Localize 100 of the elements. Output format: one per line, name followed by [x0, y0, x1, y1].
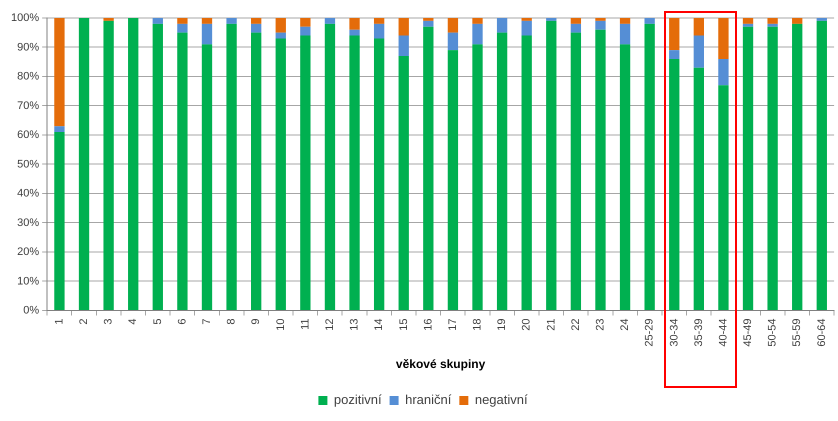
x-tick-label: 7 — [201, 318, 214, 325]
bar — [570, 32, 582, 310]
bar — [669, 18, 680, 50]
bar — [177, 18, 188, 24]
bar — [472, 24, 483, 44]
x-tick-label: 2 — [78, 318, 90, 325]
bar — [669, 58, 680, 310]
x-tick-label: 40-44 — [717, 318, 730, 347]
x-tick-label: 1 — [53, 318, 66, 325]
bar — [324, 18, 336, 24]
legend-label: pozitivní — [334, 392, 382, 408]
bar — [448, 32, 458, 50]
x-tick-label: 35-39 — [692, 318, 705, 347]
legend-label: hraniční — [405, 392, 452, 408]
bar — [792, 24, 802, 310]
bar — [570, 18, 582, 24]
bar — [349, 18, 360, 30]
x-tick-label: 3 — [102, 318, 115, 325]
bar — [226, 18, 237, 24]
x-tick-label: 20 — [520, 318, 533, 331]
bar — [276, 32, 286, 38]
bar — [718, 18, 729, 59]
bar — [103, 18, 114, 21]
bar — [644, 24, 655, 310]
bar — [276, 18, 286, 33]
y-tick-label: 10% — [17, 275, 40, 288]
x-tick-label: 23 — [594, 318, 606, 331]
x-tick-label: 19 — [496, 318, 508, 331]
bar — [816, 18, 827, 21]
x-tick-label: 9 — [250, 318, 262, 325]
x-tick-label: 24 — [619, 318, 632, 331]
bar — [472, 44, 483, 310]
y-tick-label: 50% — [17, 158, 40, 170]
bar — [620, 18, 630, 24]
bar — [816, 20, 827, 310]
bar — [595, 18, 606, 21]
x-tick-label: 10 — [274, 318, 287, 331]
bar — [767, 18, 778, 24]
x-tick-label: 50-54 — [766, 318, 779, 347]
bar — [103, 20, 114, 310]
bar — [349, 30, 360, 36]
bar — [767, 24, 778, 27]
bar — [694, 36, 704, 68]
bar — [202, 24, 212, 44]
legend-label: negativní — [474, 392, 528, 408]
x-axis-title: věkové skupiny — [396, 357, 486, 372]
y-tick-label: 70% — [17, 100, 40, 112]
bar — [694, 68, 704, 310]
bar — [374, 18, 384, 24]
bar — [546, 20, 556, 310]
bar — [522, 36, 532, 310]
bar — [742, 24, 754, 27]
y-tick-label: 0% — [23, 304, 40, 316]
bar — [324, 24, 336, 310]
bar — [595, 30, 606, 310]
x-tick-label: 60-64 — [816, 318, 828, 347]
x-tick-label: 22 — [570, 318, 582, 331]
bar — [398, 18, 409, 36]
x-tick-label: 55-59 — [791, 318, 804, 347]
x-tick-label: 11 — [299, 318, 312, 330]
bar — [522, 20, 532, 36]
y-tick-label: 40% — [17, 188, 40, 200]
bar — [54, 126, 65, 132]
y-tick-label: 80% — [17, 70, 40, 83]
x-tick-label: 5 — [152, 318, 164, 325]
bar — [202, 18, 212, 24]
x-tick-label: 17 — [446, 318, 459, 331]
bar — [398, 56, 409, 310]
bar — [398, 36, 409, 56]
bar — [300, 18, 311, 27]
bar — [202, 44, 212, 310]
bar — [251, 18, 262, 24]
bar — [448, 50, 458, 310]
x-tick-label: 14 — [373, 318, 386, 331]
bar — [767, 26, 778, 310]
bar — [152, 24, 163, 310]
x-tick-label: 13 — [348, 318, 361, 331]
x-tick-label: 15 — [398, 318, 410, 331]
bar — [374, 38, 384, 310]
bar — [472, 18, 483, 24]
bar — [595, 20, 606, 30]
bar — [276, 38, 286, 310]
bar — [152, 18, 163, 24]
bar — [448, 18, 458, 33]
bar — [251, 32, 262, 310]
bar — [423, 26, 434, 310]
bar — [78, 18, 90, 310]
bar — [251, 24, 262, 33]
bar — [644, 18, 655, 24]
bar — [694, 18, 704, 36]
bar — [742, 26, 754, 310]
bar — [374, 24, 384, 38]
bar — [349, 36, 360, 310]
x-tick-label: 30-34 — [668, 318, 680, 347]
bar — [742, 18, 754, 24]
y-tick-label: 30% — [17, 216, 40, 229]
bar — [570, 24, 582, 33]
bar — [128, 18, 138, 310]
x-tick-label: 18 — [472, 318, 484, 331]
bar — [54, 132, 65, 310]
